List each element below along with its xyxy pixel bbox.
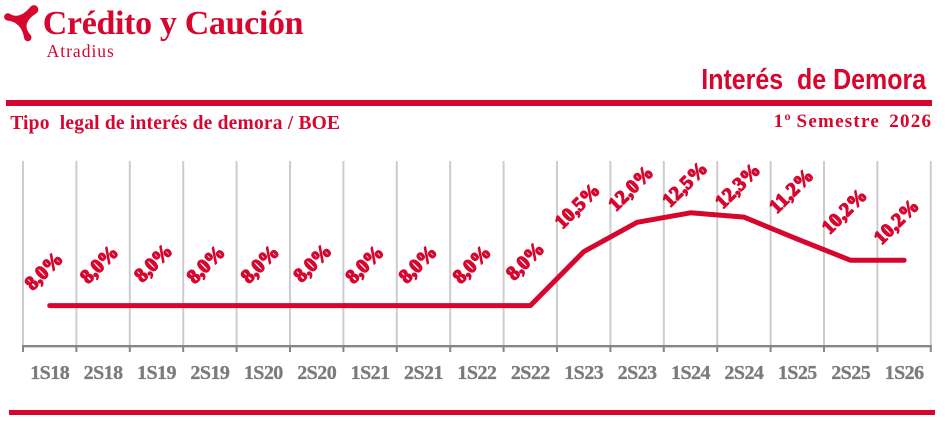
svg-text:8,0%: 8,0%	[237, 241, 284, 288]
svg-text:2S20: 2S20	[297, 362, 336, 384]
svg-text:11,2%: 11,2%	[765, 165, 818, 218]
svg-text:1S19: 1S19	[137, 362, 176, 384]
svg-text:8,0%: 8,0%	[395, 241, 442, 288]
svg-text:12,5%: 12,5%	[659, 158, 712, 211]
svg-text:1S20: 1S20	[244, 362, 283, 384]
svg-text:2S25: 2S25	[831, 362, 870, 384]
svg-text:2S19: 2S19	[190, 362, 229, 384]
svg-text:8,0%: 8,0%	[449, 241, 496, 288]
svg-text:2S18: 2S18	[84, 362, 123, 384]
svg-text:8,0%: 8,0%	[21, 248, 68, 295]
svg-text:8,0%: 8,0%	[502, 238, 549, 285]
svg-text:8,0%: 8,0%	[341, 241, 388, 288]
svg-text:10,2%: 10,2%	[818, 185, 871, 238]
svg-text:12,3%: 12,3%	[711, 160, 764, 213]
svg-text:1S24: 1S24	[671, 362, 710, 384]
svg-text:8,0%: 8,0%	[76, 241, 123, 288]
svg-text:1S26: 1S26	[885, 362, 924, 384]
svg-text:1S22: 1S22	[457, 362, 496, 384]
svg-text:10,5%: 10,5%	[551, 180, 604, 233]
svg-text:8,0%: 8,0%	[130, 240, 177, 287]
svg-text:1S25: 1S25	[778, 362, 817, 384]
svg-text:12,0%: 12,0%	[605, 162, 658, 215]
svg-text:8,0%: 8,0%	[183, 241, 230, 288]
svg-text:2S24: 2S24	[724, 362, 763, 384]
svg-text:2S21: 2S21	[404, 362, 443, 384]
svg-text:1S21: 1S21	[351, 362, 390, 384]
svg-text:1S18: 1S18	[30, 362, 69, 384]
svg-text:1S23: 1S23	[564, 362, 603, 384]
svg-text:2S22: 2S22	[511, 362, 550, 384]
svg-text:8,0%: 8,0%	[289, 240, 336, 287]
svg-text:2S23: 2S23	[618, 362, 657, 384]
